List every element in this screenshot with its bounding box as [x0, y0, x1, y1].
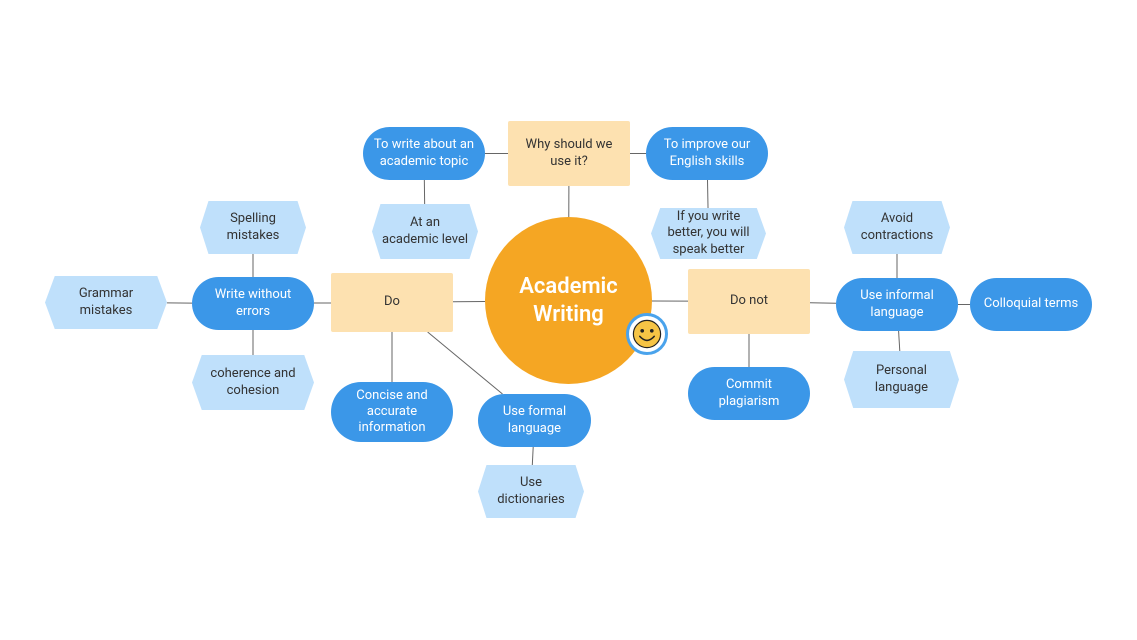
smiley-icon: [626, 313, 668, 355]
node-informal: Use informal language: [836, 278, 958, 331]
node-skills: To improve our English skills: [646, 127, 768, 180]
node-spelling: Spelling mistakes: [200, 201, 306, 254]
node-speak: If you write better, you will speak bett…: [651, 208, 766, 259]
node-dict: Use dictionaries: [478, 465, 584, 518]
node-concise: Concise and accurate information: [331, 382, 453, 442]
node-why: Why should we use it?: [508, 121, 630, 186]
node-grammar: Grammar mistakes: [45, 276, 167, 329]
node-level: At an academic level: [372, 204, 478, 259]
node-avoid: Avoid contractions: [844, 201, 950, 254]
node-werrors: Write without errors: [192, 277, 314, 330]
node-plagiarism: Commit plagiarism: [688, 367, 810, 420]
node-colloquial: Colloquial terms: [970, 278, 1092, 331]
node-formal: Use formal language: [478, 394, 591, 447]
node-personal: Personal language: [844, 351, 959, 408]
mindmap-canvas: Academic Writing Why should we use it? Do D…: [0, 0, 1137, 640]
node-center: Academic Writing: [485, 217, 652, 384]
node-do: Do: [331, 273, 453, 332]
node-cohesion: coherence and cohesion: [192, 355, 314, 410]
node-topic: To write about an academic topic: [363, 127, 485, 180]
node-donot: Do not: [688, 269, 810, 334]
